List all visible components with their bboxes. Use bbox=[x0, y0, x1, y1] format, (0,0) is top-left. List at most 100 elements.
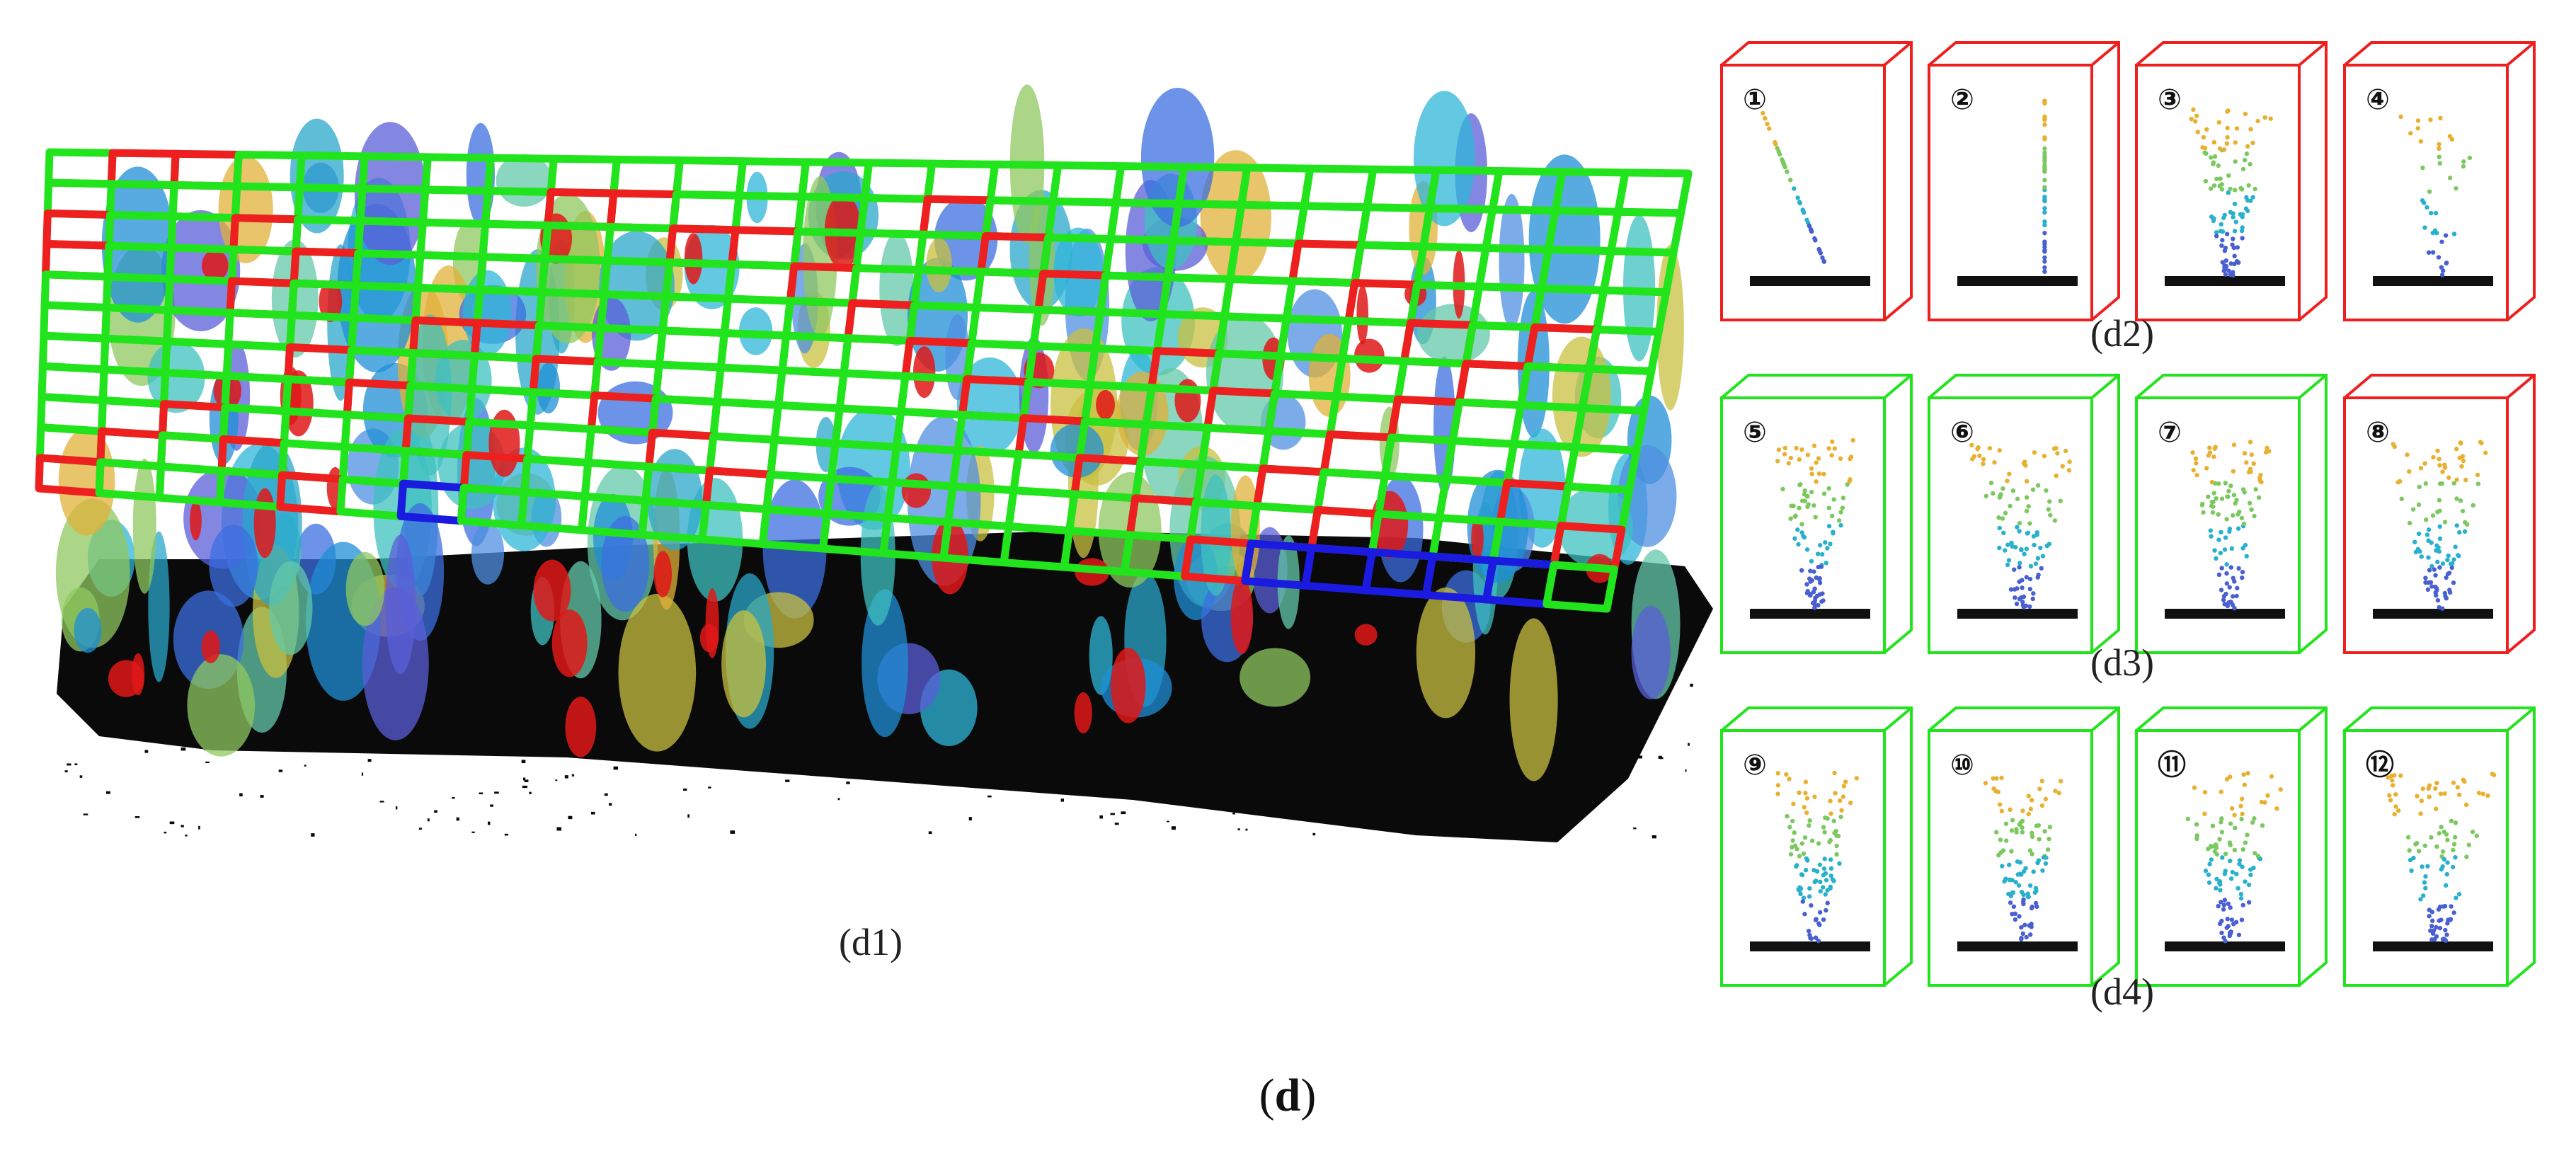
outlier-blob bbox=[1074, 692, 1092, 734]
ground-point bbox=[122, 657, 125, 660]
ground-point bbox=[79, 688, 81, 692]
ground-point bbox=[65, 680, 67, 684]
sample-box-3: ③ bbox=[2135, 41, 2328, 321]
outlier-blob bbox=[108, 660, 144, 697]
ground-point bbox=[1427, 782, 1431, 786]
ground-point bbox=[705, 601, 708, 604]
ground-point bbox=[730, 830, 735, 834]
ground-point bbox=[1585, 728, 1588, 732]
ground-point bbox=[144, 750, 149, 753]
ground-point bbox=[1557, 700, 1562, 704]
ground-point bbox=[452, 796, 455, 799]
ground-point bbox=[1562, 726, 1567, 729]
ground-point bbox=[928, 831, 932, 835]
ground-point bbox=[1581, 633, 1585, 636]
ground-point bbox=[1188, 684, 1192, 686]
tree-blob bbox=[74, 607, 102, 653]
tree-blob bbox=[1116, 371, 1169, 457]
tree-blob bbox=[537, 362, 561, 414]
ground-point bbox=[1353, 605, 1356, 609]
ground-point bbox=[1177, 670, 1179, 674]
ground-point bbox=[1610, 705, 1613, 709]
ground-point bbox=[571, 774, 575, 777]
sample-number: ⑧ bbox=[2366, 416, 2390, 449]
ground-point bbox=[1426, 738, 1432, 742]
ground-point bbox=[613, 766, 619, 770]
ground-point bbox=[843, 714, 846, 718]
sample-number: ⑤ bbox=[1743, 416, 1767, 449]
ground-point bbox=[1252, 805, 1255, 807]
ground-point bbox=[1399, 711, 1404, 714]
ground-point bbox=[1618, 569, 1623, 573]
ground-point bbox=[1080, 752, 1082, 755]
ground-point bbox=[83, 813, 88, 815]
ground-point bbox=[604, 793, 608, 796]
ground-point bbox=[121, 696, 125, 699]
sample-number: ③ bbox=[2158, 84, 2182, 116]
ground-point bbox=[1213, 680, 1218, 683]
sample-box-6: ⑥ bbox=[1928, 374, 2120, 654]
ground-point bbox=[1312, 832, 1316, 836]
ground-point bbox=[1580, 741, 1582, 743]
ground-point bbox=[998, 724, 1002, 727]
sample-box-11: ⑪ bbox=[2135, 706, 2328, 987]
sample-box-8: ⑧ bbox=[2343, 374, 2536, 654]
ground-point bbox=[1114, 823, 1119, 825]
ground-point bbox=[1690, 683, 1693, 687]
ground-point bbox=[1389, 682, 1393, 685]
ground-point bbox=[1539, 607, 1542, 609]
ground-point bbox=[1165, 651, 1169, 655]
ground-point bbox=[1578, 818, 1581, 822]
ground-point bbox=[1036, 646, 1039, 651]
ground-point bbox=[488, 821, 491, 825]
ground-point bbox=[289, 689, 294, 693]
sample-number: ⑪ bbox=[2158, 749, 2186, 781]
ground-point bbox=[1562, 786, 1566, 790]
ground-point bbox=[1542, 817, 1548, 820]
ground-point bbox=[1434, 795, 1440, 799]
panel-label-d1: (d1) bbox=[839, 921, 903, 963]
ground-point bbox=[67, 763, 71, 766]
ground-point bbox=[846, 781, 850, 784]
ground-point bbox=[1322, 760, 1324, 762]
sample-number: ⑨ bbox=[1743, 749, 1767, 781]
ground-point bbox=[522, 777, 526, 781]
tree-blob bbox=[1240, 648, 1311, 707]
sample-number: ⑥ bbox=[1950, 416, 1974, 449]
outlier-blob bbox=[551, 609, 588, 677]
tree-blob bbox=[1631, 605, 1671, 699]
ground-point bbox=[1232, 813, 1235, 815]
ground-point bbox=[1476, 758, 1479, 760]
outlier-blob bbox=[653, 551, 672, 597]
ground-point bbox=[1558, 675, 1562, 680]
ground-point bbox=[475, 658, 480, 663]
ground-point bbox=[714, 721, 716, 723]
ground-point bbox=[1445, 737, 1450, 739]
ground-point bbox=[1279, 745, 1283, 748]
ground-point bbox=[1381, 748, 1387, 751]
ground-point bbox=[635, 833, 637, 836]
ground-point bbox=[1633, 827, 1637, 830]
ground-point bbox=[1383, 600, 1387, 603]
outlier-blob bbox=[1230, 578, 1254, 655]
ground-point bbox=[1110, 813, 1116, 815]
ground-point bbox=[1597, 735, 1600, 738]
ground-point bbox=[164, 831, 167, 834]
ground-point bbox=[434, 810, 437, 813]
tree-blob bbox=[1509, 618, 1558, 781]
ground-point bbox=[888, 763, 891, 766]
ground-point bbox=[837, 798, 840, 801]
tree-blob bbox=[209, 525, 258, 607]
outlier-blob bbox=[319, 280, 343, 322]
outlier-blob bbox=[253, 488, 276, 559]
ground-point bbox=[760, 720, 762, 723]
ground-point bbox=[184, 723, 189, 726]
ground-point bbox=[1286, 777, 1291, 781]
ground-point bbox=[321, 747, 326, 750]
ground-point bbox=[1186, 686, 1191, 689]
ground-point bbox=[1327, 806, 1332, 808]
ground-point bbox=[697, 723, 703, 726]
ground-point bbox=[79, 775, 83, 778]
ground-point bbox=[1395, 813, 1397, 816]
ground-point bbox=[1498, 709, 1501, 712]
